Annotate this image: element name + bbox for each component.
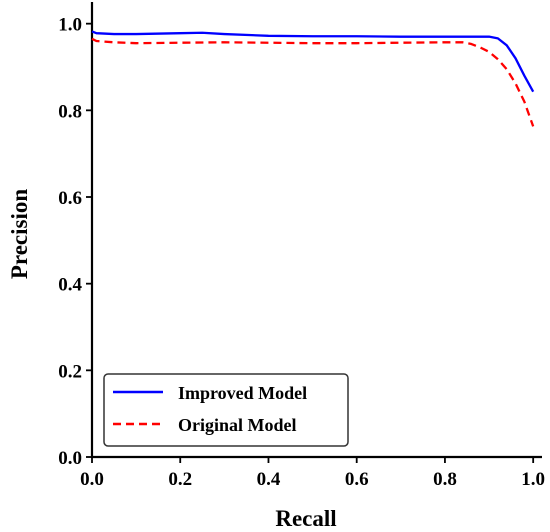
- y-tick-label: 0.6: [58, 188, 82, 209]
- y-tick-label: 1.0: [58, 15, 82, 36]
- legend-label-original-model: Original Model: [178, 415, 297, 435]
- y-axis-title: Precision: [7, 189, 32, 279]
- axes: [90, 2, 542, 459]
- y-tick-label: 0.0: [58, 448, 82, 469]
- y-tick-label: 0.2: [58, 361, 82, 382]
- series-line-improved-model: [91, 30, 535, 93]
- legend: Improved Model Original Model: [103, 373, 349, 447]
- x-tick-label: 0.2: [168, 469, 192, 490]
- series-line-original-model: [91, 37, 535, 127]
- x-tick-label: 1.0: [521, 469, 545, 490]
- x-tick-label: 0.4: [257, 469, 281, 490]
- x-tick-label: 0.0: [80, 469, 104, 490]
- legend-box: [103, 373, 349, 447]
- x-tick-label: 0.8: [433, 469, 457, 490]
- y-axis-ticks: 0.0 0.2 0.4 0.6 0.8 1.0: [58, 15, 92, 469]
- x-axis-ticks: 0.0 0.2 0.4 0.6 0.8 1.0: [80, 457, 545, 490]
- y-tick-label: 0.4: [58, 275, 82, 296]
- x-tick-label: 0.6: [345, 469, 369, 490]
- series-lines: [91, 30, 535, 127]
- legend-label-improved-model: Improved Model: [178, 383, 307, 403]
- y-tick-label: 0.8: [58, 101, 82, 122]
- x-axis-title: Recall: [275, 506, 336, 531]
